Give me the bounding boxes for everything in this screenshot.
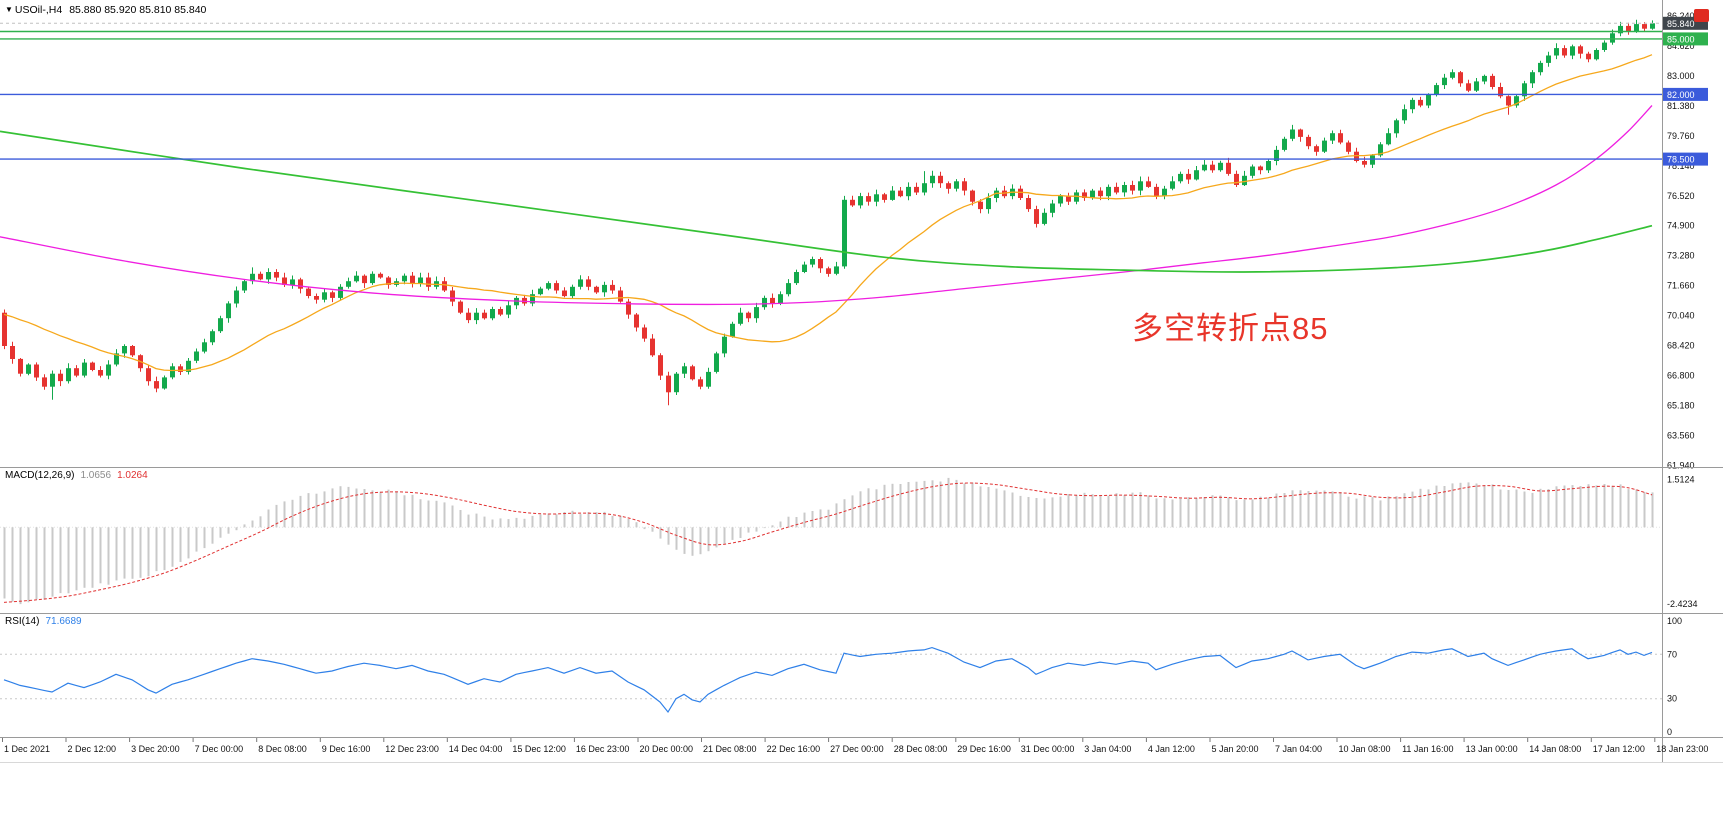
time-axis-label: 17 Jan 12:00 xyxy=(1593,744,1645,754)
price-axis-label: 78.140 xyxy=(1667,161,1695,171)
time-axis-label: 8 Dec 08:00 xyxy=(258,744,307,754)
time-axis-label: 22 Dec 16:00 xyxy=(767,744,821,754)
time-axis-label: 7 Jan 04:00 xyxy=(1275,744,1322,754)
level-price-badge xyxy=(1663,32,1708,46)
time-axis-label: 31 Dec 00:00 xyxy=(1021,744,1075,754)
rsi-value: 71.6689 xyxy=(45,616,82,627)
macd-signal-line xyxy=(3,482,1653,603)
time-axis-label: 7 Dec 00:00 xyxy=(195,744,244,754)
macd-histogram xyxy=(3,477,1654,605)
level-price-badge-text: 85.000 xyxy=(1667,34,1695,44)
time-axis-label: 20 Dec 00:00 xyxy=(640,744,694,754)
price-axis[interactable]: 86.240 84.620 83.000 81.380 79.760 78.140 76.5… xyxy=(1663,11,1708,471)
time-axis[interactable]: 1 Dec 2021 2 Dec 12:00 3 Dec 20:00 7 Dec 00… xyxy=(2,738,1709,754)
time-axis-label: 14 Dec 04:00 xyxy=(449,744,503,754)
price-axis-label: 70.040 xyxy=(1667,311,1695,321)
collapse-triangle-icon[interactable]: ▼ xyxy=(5,5,13,14)
moving-averages-layer xyxy=(0,54,1653,372)
price-axis-label: 79.760 xyxy=(1667,131,1695,141)
time-axis-label: 16 Dec 23:00 xyxy=(576,744,630,754)
price-axis-label: 68.420 xyxy=(1667,341,1695,351)
time-axis-label: 14 Jan 08:00 xyxy=(1529,744,1581,754)
price-axis-label: 76.520 xyxy=(1667,191,1695,201)
time-axis-label: 13 Jan 00:00 xyxy=(1466,744,1518,754)
level-price-badge-text: 82.000 xyxy=(1667,90,1695,100)
ohlc-values: 85.880 85.920 85.810 85.840 xyxy=(69,4,207,16)
price-axis-label: 84.620 xyxy=(1667,41,1695,51)
level-price-badge-text: 78.500 xyxy=(1667,155,1695,165)
time-axis-label: 3 Jan 04:00 xyxy=(1084,744,1131,754)
time-axis-label: 10 Jan 08:00 xyxy=(1339,744,1391,754)
red-indicator-icon[interactable] xyxy=(1694,9,1709,22)
current-price-badge-text: 85.840 xyxy=(1667,19,1695,29)
time-axis-label: 5 Jan 20:00 xyxy=(1212,744,1259,754)
ma-fast-line xyxy=(3,54,1653,372)
ma-slow-line xyxy=(0,130,1653,273)
price-axis-label: 66.800 xyxy=(1667,371,1695,381)
time-axis-label: 4 Jan 12:00 xyxy=(1148,744,1195,754)
symbol-timeframe-label: USOil-,H4 xyxy=(14,4,63,16)
time-axis-label: 11 Jan 16:00 xyxy=(1402,744,1453,754)
price-axis-label: 86.240 xyxy=(1667,11,1695,21)
rsi-name: RSI(14) xyxy=(5,616,40,627)
time-axis-label: 9 Dec 16:00 xyxy=(322,744,371,754)
macd-indicator-label: MACD(12,26,9) 1.0656 1.0264 xyxy=(5,470,154,481)
price-axis-label: 61.940 xyxy=(1667,461,1695,471)
main-pane[interactable] xyxy=(0,19,1662,406)
time-axis-label: 15 Dec 12:00 xyxy=(512,744,566,754)
price-axis-label: 81.380 xyxy=(1667,101,1695,111)
candles-layer xyxy=(2,19,1655,406)
time-axis-label: 27 Dec 00:00 xyxy=(830,744,884,754)
rsi-pane[interactable]: 100 70 30 0 xyxy=(0,616,1682,737)
time-axis-label: 28 Dec 08:00 xyxy=(894,744,948,754)
rsi-axis-label: 0 xyxy=(1667,727,1672,737)
rsi-axis-label: 100 xyxy=(1667,616,1682,626)
price-axis-label: 74.900 xyxy=(1667,221,1695,231)
price-axis-label: 71.660 xyxy=(1667,281,1695,291)
rsi-axis-label: 70 xyxy=(1667,649,1677,659)
price-axis-label: 65.180 xyxy=(1667,401,1695,411)
time-axis-label: 3 Dec 20:00 xyxy=(131,744,180,754)
macd-axis-label: -2.4234 xyxy=(1667,599,1698,609)
macd-name: MACD(12,26,9) xyxy=(5,470,75,481)
time-axis-label: 18 Jan 23:00 xyxy=(1656,744,1708,754)
annotation-text: 多空转折点85 xyxy=(1132,311,1329,346)
macd-axis-label: 1.5124 xyxy=(1667,475,1695,485)
time-axis-label: 2 Dec 12:00 xyxy=(68,744,117,754)
macd-pane[interactable]: 1.5124 -2.4234 xyxy=(0,475,1698,609)
time-axis-label: 21 Dec 08:00 xyxy=(703,744,757,754)
horizontal-lines-layer[interactable] xyxy=(0,30,1662,160)
price-axis-label: 83.000 xyxy=(1667,71,1695,81)
level-price-badge xyxy=(1663,152,1708,166)
time-axis-label: 1 Dec 2021 xyxy=(4,744,50,754)
time-axis-label: 12 Dec 23:00 xyxy=(385,744,439,754)
price-axis-label: 63.560 xyxy=(1667,431,1695,441)
ma-mid-line xyxy=(0,105,1653,306)
rsi-axis-label: 30 xyxy=(1667,694,1677,704)
price-axis-label: 73.280 xyxy=(1667,251,1695,261)
macd-signal-value: 1.0264 xyxy=(117,470,148,481)
rsi-line xyxy=(3,646,1653,714)
rsi-indicator-label: RSI(14) 71.6689 xyxy=(5,616,88,627)
time-axis-label: 29 Dec 16:00 xyxy=(957,744,1011,754)
level-price-badge xyxy=(1663,87,1708,101)
macd-main-value: 1.0656 xyxy=(80,470,112,481)
chart-header: ▼ USOil-,H4 85.880 85.920 85.810 85.840 xyxy=(5,4,206,16)
